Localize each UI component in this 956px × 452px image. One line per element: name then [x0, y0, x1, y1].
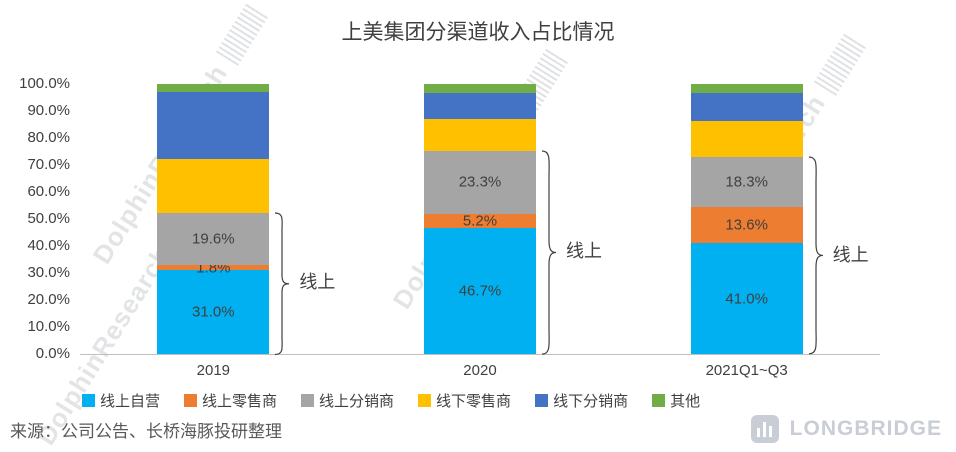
segment-线上分销商: 23.3% — [424, 150, 536, 214]
legend-swatch — [82, 394, 95, 407]
segment-线上零售商: 5.2% — [424, 212, 536, 230]
segment-线上自营: 31.0% — [157, 270, 270, 354]
online-bracket-label: 线上 — [299, 272, 336, 293]
segment-线上分销商: 19.6% — [157, 212, 270, 266]
legend-label: 线上自营 — [100, 393, 161, 410]
longbridge-wordmark: LONGBRIDGE — [789, 417, 942, 440]
online-bracket — [808, 156, 823, 355]
y-axis-label: 30.0% — [27, 264, 70, 281]
legend-item: 线上零售商 — [184, 390, 277, 411]
segment-线上零售商: 13.6% — [690, 206, 803, 244]
legend-label: 其他 — [670, 393, 701, 410]
bar-2019: 31.0% 1.8% 19.6% — [157, 84, 270, 354]
chart-title: 上美集团分渠道收入占比情况 — [341, 21, 615, 44]
legend-swatch — [535, 394, 549, 407]
segment-线下零售商 — [424, 119, 536, 151]
y-axis-label: 40.0% — [27, 237, 70, 254]
legend-label: 线上零售商 — [202, 393, 278, 410]
legend-swatch — [184, 394, 198, 407]
legend-label: 线下分销商 — [553, 393, 629, 410]
x-axis-label: 2020 — [463, 362, 497, 379]
legend-swatch — [652, 394, 666, 407]
segment-其他 — [157, 84, 270, 93]
segment-label: 46.7% — [458, 282, 502, 300]
segment-线上自营: 41.0% — [690, 243, 803, 354]
segment-线下分销商 — [424, 92, 536, 120]
legend-item: 线下零售商 — [418, 390, 511, 411]
y-axis-label: 60.0% — [27, 183, 70, 200]
legend-item: 线下分销商 — [535, 390, 628, 411]
legend-label: 线上分销商 — [319, 393, 395, 410]
segment-label: 13.6% — [725, 216, 768, 234]
y-axis-label: 20.0% — [27, 291, 70, 308]
segment-线上自营: 46.7% — [424, 227, 536, 354]
y-axis-label: 100.0% — [19, 75, 70, 92]
y-axis-label: 10.0% — [27, 318, 70, 335]
segment-label: 19.6% — [192, 230, 235, 248]
segment-线上分销商: 18.3% — [690, 157, 803, 207]
segment-线下零售商 — [690, 120, 803, 158]
online-bracket-label: 线上 — [832, 244, 869, 265]
y-axis-label: 90.0% — [27, 102, 70, 119]
segment-线下分销商 — [157, 92, 270, 160]
bar-2020: 46.7% 5.2% 23.3% — [424, 84, 536, 354]
y-axis-label: 0.0% — [35, 345, 70, 362]
legend-item: 线上自营 — [82, 390, 160, 411]
legend-item: 线上分销商 — [301, 390, 394, 411]
bar-2021Q1~Q3: 41.0% 13.6% 18.3% — [690, 84, 803, 354]
source-note: 来源：公司公告、长桥海豚投研整理 — [10, 422, 282, 441]
segment-label: 41.0% — [725, 290, 768, 308]
segment-线上零售商: 1.8% — [157, 260, 270, 275]
legend-swatch — [301, 394, 315, 407]
segment-其他 — [424, 84, 536, 93]
legend-item: 其他 — [652, 390, 700, 411]
segment-label: 31.0% — [192, 303, 235, 321]
online-bracket — [275, 211, 290, 355]
longbridge-icon — [750, 415, 779, 443]
x-axis-label: 2019 — [196, 362, 231, 379]
segment-label: 23.3% — [458, 173, 502, 191]
online-bracket-label: 线上 — [566, 241, 602, 262]
y-axis-label: 50.0% — [27, 210, 70, 227]
legend-label: 线下零售商 — [436, 393, 512, 410]
segment-label: 5.2% — [462, 212, 498, 230]
y-axis-label: 70.0% — [27, 156, 70, 173]
legend: 线上自营 线上零售商 线上分销商 线下零售商 线下分销商 其他 — [82, 390, 902, 411]
segment-其他 — [690, 84, 803, 94]
x-axis-label: 2021Q1~Q3 — [705, 362, 788, 379]
segment-label: 18.3% — [725, 173, 768, 191]
segment-线下零售商 — [157, 159, 270, 213]
y-axis-label: 80.0% — [27, 129, 70, 146]
plot-area: 0.0% 10.0% 20.0% 30.0% 40.0% 50.0% 60.0% 70.0% 8… — [19, 75, 880, 379]
legend-swatch — [418, 394, 432, 407]
segment-线下分销商 — [690, 93, 803, 121]
longbridge-logo: LONGBRIDGE — [750, 414, 942, 444]
online-bracket — [541, 150, 557, 355]
